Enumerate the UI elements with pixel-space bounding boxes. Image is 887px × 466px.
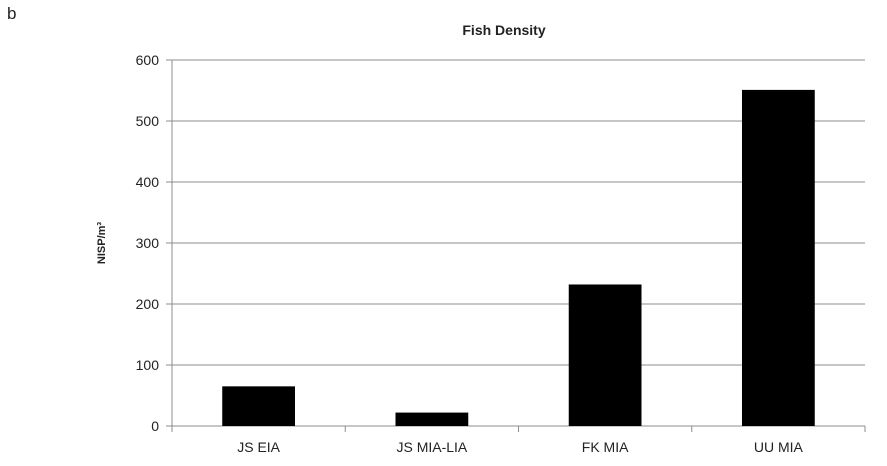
x-tick-label: JS MIA-LIA <box>396 439 467 455</box>
x-tick-label: UU MIA <box>754 439 804 455</box>
bars <box>222 89 815 426</box>
panel-label: b <box>7 4 17 23</box>
bar <box>741 89 815 426</box>
x-tick-labels: JS EIA JS MIA-LIA FK MIA UU MIA <box>237 439 803 455</box>
y-tick-label: 600 <box>136 52 160 68</box>
y-tick-label: 200 <box>136 296 160 312</box>
y-tick-label: 100 <box>136 357 160 373</box>
chart-title: Fish Density <box>462 22 545 38</box>
y-tick-label: 0 <box>151 418 159 434</box>
x-tick-label: JS EIA <box>237 439 280 455</box>
y-tick-labels: 0 100 200 300 400 500 600 <box>136 52 160 434</box>
y-tick-label: 500 <box>136 113 160 129</box>
y-axis-label: NISP/m³ <box>96 222 108 265</box>
bar <box>395 412 469 426</box>
y-tick-label: 400 <box>136 174 160 190</box>
y-tick-label: 300 <box>136 235 160 251</box>
bar <box>568 284 642 426</box>
x-tick-label: FK MIA <box>582 439 629 455</box>
bar <box>222 386 296 426</box>
